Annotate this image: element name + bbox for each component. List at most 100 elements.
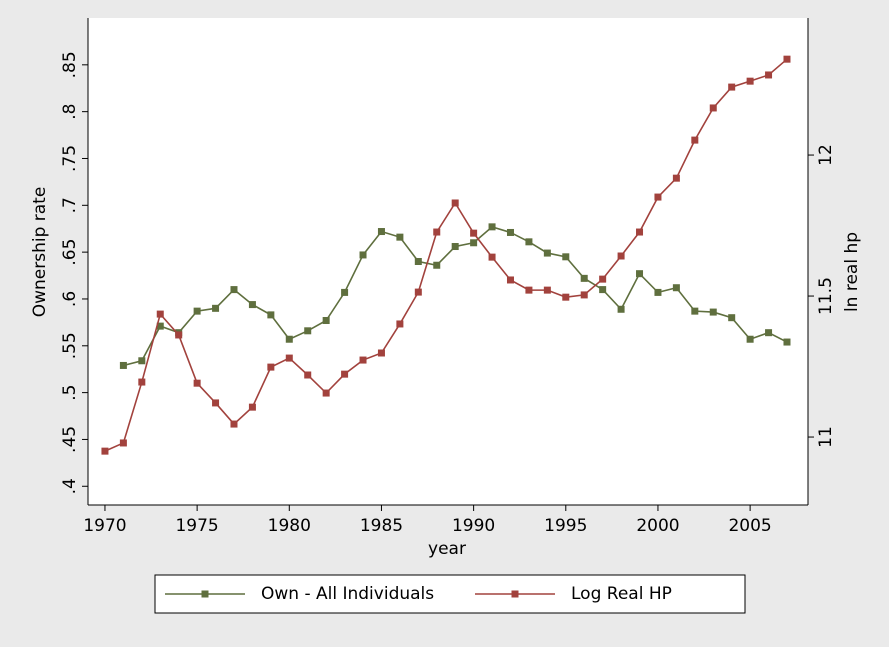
marker: [175, 331, 183, 339]
marker: [599, 275, 607, 283]
y-tick-label: .65: [60, 239, 80, 266]
marker: [617, 252, 625, 260]
marker: [156, 322, 164, 330]
marker: [414, 258, 422, 265]
marker: [783, 338, 791, 346]
marker: [267, 311, 275, 319]
x-tick-label: 1970: [83, 516, 126, 536]
marker: [322, 389, 330, 397]
x-tick-label: 1985: [360, 516, 403, 536]
marker: [691, 307, 699, 315]
marker: [138, 357, 146, 365]
marker: [783, 55, 791, 63]
legend-label: Own - All Individuals: [261, 584, 434, 604]
x-tick-label: 1990: [452, 516, 495, 536]
y-tick-label: .4: [60, 478, 80, 494]
legend-marker: [511, 590, 519, 598]
x-tick-label: 1995: [544, 516, 587, 536]
y-tick-label: .8: [60, 104, 80, 120]
marker: [746, 77, 754, 85]
marker: [433, 228, 441, 236]
marker: [304, 327, 312, 335]
marker: [636, 270, 644, 278]
marker: [506, 276, 514, 284]
marker: [580, 291, 588, 299]
marker: [470, 239, 478, 247]
marker: [728, 83, 736, 91]
y-tick-label: .7: [60, 197, 80, 213]
marker: [525, 238, 533, 246]
marker: [709, 104, 717, 112]
marker: [562, 253, 570, 261]
marker: [377, 349, 385, 357]
x-tick-label: 1980: [268, 516, 311, 536]
marker: [451, 199, 459, 207]
marker: [599, 286, 607, 294]
marker: [377, 228, 385, 236]
marker: [543, 249, 551, 257]
marker: [119, 361, 127, 369]
marker: [230, 286, 238, 294]
y2-tick-label: 11.5: [816, 277, 836, 315]
marker: [488, 253, 496, 261]
marker: [433, 261, 441, 269]
marker: [470, 229, 478, 237]
y-tick-label: .85: [60, 51, 80, 78]
marker: [636, 228, 644, 236]
marker: [765, 329, 773, 337]
plot-area: [88, 18, 808, 505]
marker: [212, 399, 220, 407]
y-tick-label: .45: [60, 426, 80, 453]
marker: [396, 320, 404, 328]
marker: [617, 305, 625, 313]
marker: [506, 228, 514, 236]
marker: [212, 304, 220, 312]
marker: [248, 301, 256, 309]
marker: [728, 314, 736, 322]
x-tick-label: 2005: [728, 516, 771, 536]
marker: [765, 71, 773, 79]
marker: [230, 420, 238, 428]
marker: [654, 193, 662, 201]
y-tick-label: .6: [60, 291, 80, 307]
marker: [156, 310, 164, 318]
x-axis-label: year: [428, 539, 466, 559]
marker: [451, 243, 459, 251]
marker: [543, 286, 551, 294]
marker: [414, 288, 422, 296]
marker: [341, 288, 349, 296]
x-tick-label: 1975: [175, 516, 218, 536]
y2-tick-label: 12: [816, 144, 836, 166]
marker: [691, 136, 699, 144]
x-tick-label: 2000: [636, 516, 679, 536]
marker: [359, 356, 367, 364]
legend-label: Log Real HP: [571, 584, 672, 604]
y2-axis-label: ln real hp: [842, 232, 862, 312]
marker: [672, 284, 680, 292]
y-axis-label: Ownership rate: [30, 187, 50, 318]
marker: [193, 307, 201, 315]
marker: [285, 335, 293, 343]
legend-box: [154, 574, 746, 614]
marker: [396, 233, 404, 241]
marker: [138, 378, 146, 386]
legend-marker: [201, 590, 209, 598]
marker: [322, 317, 330, 325]
marker: [359, 251, 367, 259]
marker: [562, 293, 570, 301]
y-tick-label: .5: [60, 384, 80, 400]
y-tick-label: .55: [60, 332, 80, 359]
y-tick-label: .75: [60, 145, 80, 172]
marker: [119, 439, 127, 447]
marker: [672, 174, 680, 182]
marker: [709, 308, 717, 316]
marker: [101, 447, 109, 455]
y2-tick-label: 11: [816, 426, 836, 448]
marker: [341, 370, 349, 378]
marker: [488, 223, 496, 231]
marker: [654, 288, 662, 296]
marker: [580, 274, 588, 282]
marker: [285, 354, 293, 362]
marker: [267, 363, 275, 371]
